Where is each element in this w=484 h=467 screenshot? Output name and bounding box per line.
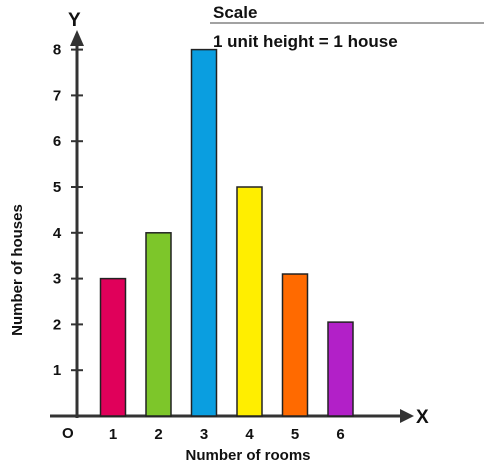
bar-5 — [281, 273, 309, 417]
x-tick-label: 4 — [245, 426, 254, 443]
x-axis-arrow — [400, 409, 414, 423]
scale-heading: Scale — [213, 3, 257, 22]
bar-3 — [190, 48, 218, 417]
y-tick-label: 7 — [53, 87, 61, 104]
x-axis-letter: X — [416, 407, 429, 428]
y-tick-label: 2 — [53, 316, 61, 333]
y-tick-label: 4 — [53, 225, 62, 242]
y-axis-letter: Y — [68, 10, 81, 31]
y-tick-label: 1 — [53, 362, 61, 379]
y-tick-label: 5 — [53, 179, 61, 196]
y-axis-ticks: 1 2 3 4 5 6 7 8 — [53, 42, 83, 379]
origin-label: O — [62, 425, 74, 442]
y-axis-arrow — [70, 30, 84, 46]
bars-group — [99, 48, 354, 417]
y-tick-label: 6 — [53, 133, 61, 150]
y-axis-title: Number of houses — [9, 204, 26, 336]
y-tick-label: 8 — [53, 42, 61, 59]
bar-4 — [236, 186, 263, 417]
x-axis-ticks: 1 2 3 4 5 6 — [109, 426, 345, 443]
bar-1 — [99, 277, 127, 417]
bar-6 — [327, 321, 354, 417]
x-tick-label: 3 — [200, 426, 208, 443]
scale-text: 1 unit height = 1 house — [213, 32, 398, 51]
y-tick-label: 3 — [53, 271, 61, 288]
bar-2 — [145, 232, 172, 417]
x-axis-title: Number of rooms — [185, 447, 310, 464]
x-tick-label: 5 — [291, 426, 299, 443]
x-tick-label: 6 — [336, 426, 344, 443]
x-tick-label: 1 — [109, 426, 117, 443]
x-tick-label: 2 — [154, 426, 162, 443]
